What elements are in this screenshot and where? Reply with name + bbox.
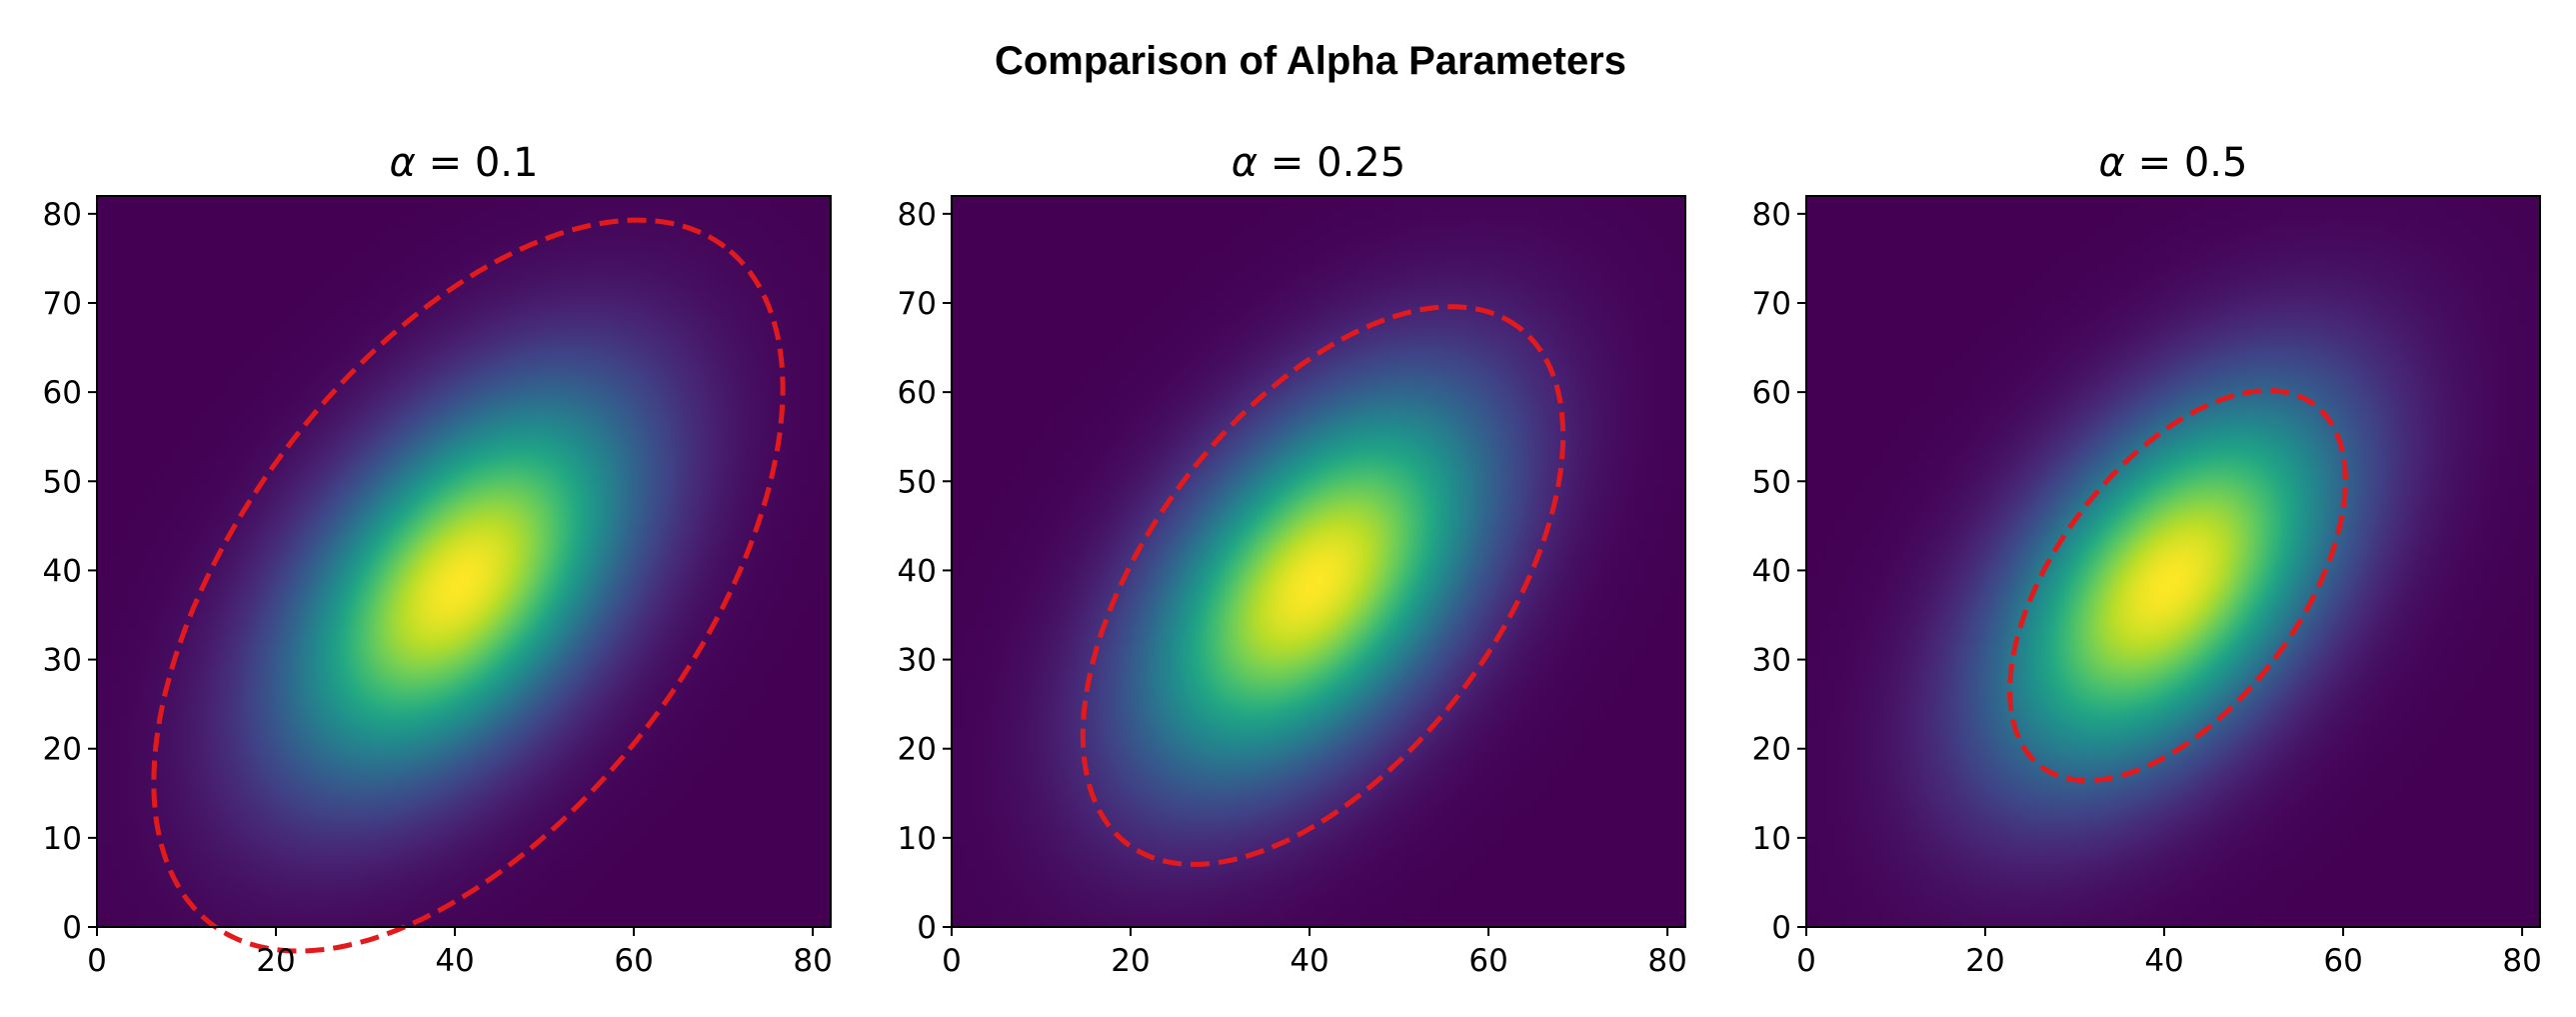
y-tick-label: 10 xyxy=(898,821,937,857)
y-tick-label: 80 xyxy=(1752,197,1791,233)
title-alpha-value: = 0.1 xyxy=(416,140,539,186)
subplot-title: α = 0.5 xyxy=(2099,140,2248,186)
title-alpha-value: = 0.5 xyxy=(2125,140,2248,186)
y-tick-label: 50 xyxy=(898,464,937,500)
y-tick-label: 0 xyxy=(62,910,82,946)
x-tick-label: 60 xyxy=(2323,943,2362,979)
y-tick-label: 70 xyxy=(898,286,937,322)
x-tick-label: 0 xyxy=(87,943,107,979)
subplot-3: α = 0.5 0 20 40 60 80 0 10 20 30 40 50 60 70 80 xyxy=(1752,140,2542,979)
x-tick-label: 20 xyxy=(256,943,295,979)
y-tick-label: 70 xyxy=(43,286,82,322)
x-tick-label: 20 xyxy=(1965,943,2004,979)
x-tick-label: 0 xyxy=(1796,943,1816,979)
y-tick-label: 10 xyxy=(43,821,82,857)
y-tick-label: 40 xyxy=(1752,553,1791,589)
title-alpha-value: = 0.25 xyxy=(1258,140,1405,186)
title-alpha-symbol: α xyxy=(390,140,416,186)
y-tick-label: 0 xyxy=(1771,910,1791,946)
axes-frame xyxy=(951,195,1686,928)
confidence-ellipse xyxy=(151,217,786,954)
y-tick-label: 70 xyxy=(1752,286,1791,322)
x-tick-label: 60 xyxy=(1468,943,1507,979)
x-tick-label: 20 xyxy=(1111,943,1150,979)
y-tick-label: 20 xyxy=(43,732,82,768)
y-tick-label: 30 xyxy=(1752,643,1791,679)
y-tick-label: 60 xyxy=(43,375,82,411)
y-tick-label: 30 xyxy=(43,643,82,679)
subplot-title: α = 0.1 xyxy=(390,140,539,186)
y-tick-label: 50 xyxy=(1752,464,1791,500)
y-tick-label: 80 xyxy=(898,197,937,233)
y-tick-label: 60 xyxy=(898,375,937,411)
heatmap-image xyxy=(952,196,1685,927)
axes-frame xyxy=(1805,195,2541,928)
y-tick-label: 0 xyxy=(917,910,937,946)
y-tick-label: 40 xyxy=(898,553,937,589)
x-tick-label: 80 xyxy=(793,943,832,979)
subplot-1: α = 0.1 0 20 40 60 80 0 10 20 30 40 50 60 70 80 xyxy=(43,140,833,979)
y-tick-label: 40 xyxy=(43,553,82,589)
subplot-2: α = 0.25 0 20 40 60 80 0 10 20 30 40 50 60 70 80 xyxy=(898,140,1687,979)
x-tick-label: 0 xyxy=(942,943,962,979)
y-tick-label: 50 xyxy=(43,464,82,500)
y-tick-label: 10 xyxy=(1752,821,1791,857)
y-tick-label: 20 xyxy=(898,732,937,768)
x-tick-label: 40 xyxy=(1289,943,1328,979)
title-alpha-symbol: α xyxy=(1232,140,1258,186)
subplot-title: α = 0.25 xyxy=(1232,140,1405,186)
x-tick-label: 80 xyxy=(1647,943,1686,979)
x-tick-label: 40 xyxy=(435,943,474,979)
y-tick-label: 20 xyxy=(1752,732,1791,768)
x-tick-label: 40 xyxy=(2144,943,2183,979)
figure-title: Comparison of Alpha Parameters xyxy=(995,39,1626,83)
heatmap-image xyxy=(97,196,831,927)
y-tick-label: 60 xyxy=(1752,375,1791,411)
title-alpha-symbol: α xyxy=(2099,140,2125,186)
x-tick-label: 60 xyxy=(614,943,653,979)
heatmap-image xyxy=(1806,196,2540,927)
y-tick-label: 30 xyxy=(898,643,937,679)
x-tick-label: 80 xyxy=(2502,943,2541,979)
confidence-ellipse xyxy=(2007,388,2348,784)
axes-frame xyxy=(96,195,832,928)
y-tick-label: 80 xyxy=(43,197,82,233)
confidence-ellipse xyxy=(1080,304,1566,867)
